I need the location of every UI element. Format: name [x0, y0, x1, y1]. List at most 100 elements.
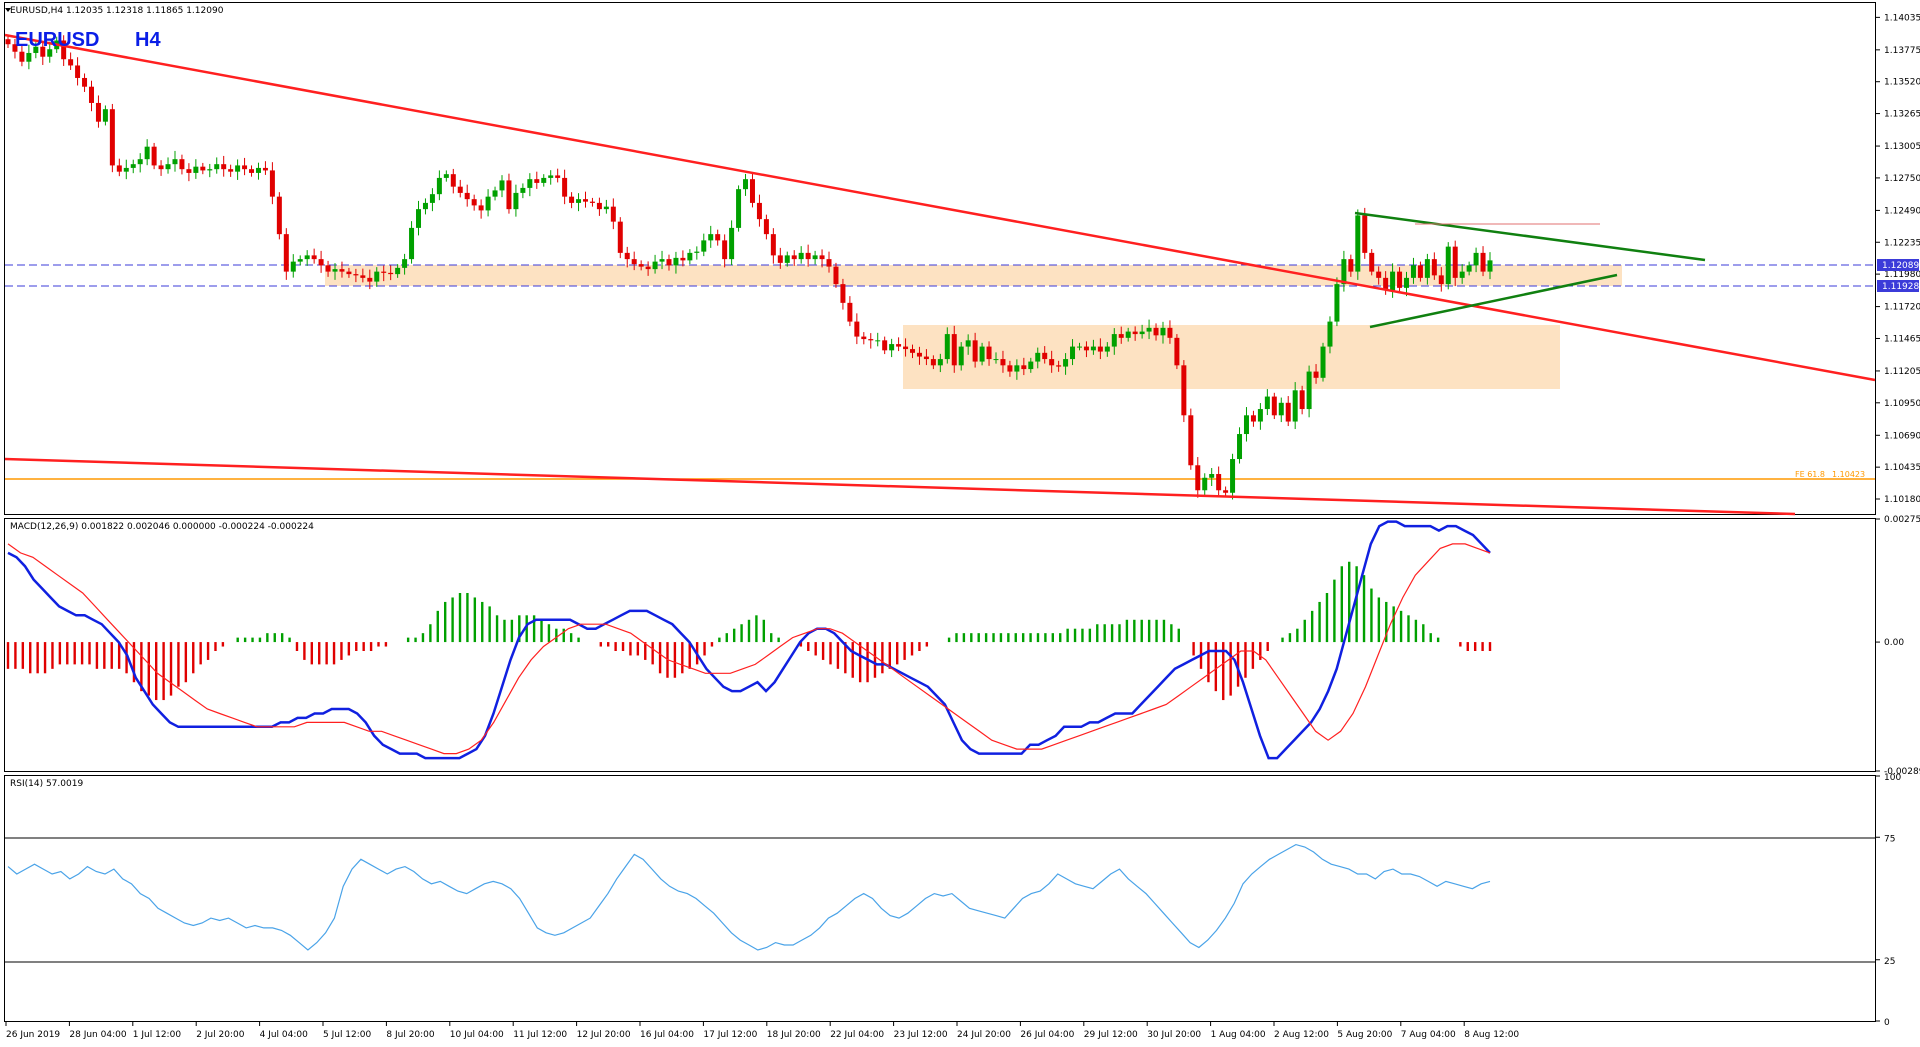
candle-body	[499, 180, 505, 191]
candle-body	[1049, 359, 1055, 366]
candle-body	[207, 169, 213, 171]
candle-body	[861, 336, 867, 340]
candle-body	[882, 340, 888, 351]
candle-body	[402, 259, 408, 268]
rsi-tick-label: 0	[1884, 1018, 1890, 1028]
candle-body	[1431, 259, 1437, 276]
time-tick-label: 4 Jul 04:00	[260, 1030, 309, 1040]
rsi-axis: 100 75 25 0	[1875, 773, 1901, 1028]
candle-body	[221, 164, 227, 170]
candle-body	[1390, 271, 1396, 291]
candle-body	[1313, 371, 1319, 378]
candle-body	[471, 199, 477, 206]
candle-body	[1404, 277, 1410, 288]
candle-body	[374, 271, 380, 282]
candle-body	[95, 102, 101, 122]
candle-body	[896, 344, 902, 347]
macd-panel-frame	[4, 518, 1876, 772]
candle-body	[798, 252, 804, 260]
rsi-header: RSI(14) 57.0019	[10, 779, 83, 789]
macd-line	[7, 520, 1491, 760]
candle-body	[1397, 271, 1403, 288]
candle-body	[791, 255, 797, 260]
channel-upper-line	[1354, 211, 1706, 262]
candle-body	[1376, 271, 1382, 278]
candle-body	[214, 164, 220, 170]
time-tick-label: 12 Jul 20:00	[577, 1030, 631, 1040]
candle-body	[910, 349, 916, 353]
price-tick-label: 1.13265	[1884, 110, 1920, 120]
candle-body	[1320, 346, 1326, 378]
candle-body	[1223, 490, 1229, 493]
candle-body	[736, 189, 742, 228]
candle-body	[520, 187, 526, 193]
candle-body	[12, 44, 18, 52]
candle-body	[1111, 334, 1117, 347]
candle-body	[1250, 415, 1256, 422]
candle-body	[1118, 334, 1124, 338]
price-tick-label: 1.10180	[1884, 495, 1920, 505]
candle-body	[534, 179, 540, 183]
candle-body	[1076, 346, 1082, 348]
time-tick-label: 1 Aug 04:00	[1211, 1030, 1266, 1040]
candle-body	[381, 271, 387, 273]
time-tick-label: 26 Jul 04:00	[1020, 1030, 1074, 1040]
price-tick-label: 1.10950	[1884, 399, 1920, 409]
candle-body	[589, 201, 595, 203]
time-tick-label: 10 Jul 04:00	[450, 1030, 504, 1040]
candle-body	[1362, 215, 1368, 253]
candle-body	[1264, 396, 1270, 410]
candle-body	[346, 271, 352, 275]
candle-body	[1285, 402, 1291, 422]
time-tick-label: 2 Aug 12:00	[1274, 1030, 1329, 1040]
candle-body	[485, 196, 491, 211]
candle-body	[1341, 259, 1347, 285]
candle-body	[930, 359, 936, 366]
candle-body	[1243, 415, 1249, 435]
candle-body	[311, 255, 317, 260]
candle-body	[743, 179, 749, 190]
rsi-tick-label: 25	[1884, 957, 1895, 967]
candle-body	[151, 146, 157, 166]
candle-body	[1000, 359, 1006, 366]
candle-body	[262, 167, 268, 171]
price-tick-label: 1.10690	[1884, 431, 1920, 441]
candle-body	[422, 202, 428, 210]
candle-body	[1007, 365, 1013, 372]
candle-body	[1202, 477, 1208, 491]
candle-body	[715, 234, 721, 241]
candle-body	[548, 175, 554, 178]
candle-body	[965, 340, 971, 347]
candle-body	[1139, 331, 1145, 335]
rsi-line	[7, 843, 1491, 951]
time-tick-label: 16 Jul 04:00	[640, 1030, 694, 1040]
chevron-down-icon[interactable]	[5, 8, 11, 12]
candle-body	[631, 259, 637, 265]
candle-body	[729, 227, 735, 260]
time-tick-label: 22 Jul 04:00	[830, 1030, 884, 1040]
candle-body	[937, 359, 943, 366]
candle-body	[158, 165, 164, 170]
macd-axis: 0.002759 0.00 -0.00289	[1875, 515, 1920, 777]
candle-body	[26, 52, 32, 62]
time-tick-label: 24 Jul 20:00	[957, 1030, 1011, 1040]
candle-body	[388, 272, 394, 275]
candle-body	[1417, 265, 1423, 278]
candle-body	[596, 202, 602, 210]
candle-body	[179, 159, 185, 170]
candle-body	[109, 109, 115, 166]
candle-body	[1188, 415, 1194, 466]
candle-body	[562, 177, 568, 197]
candle-body	[19, 51, 25, 62]
candle-body	[826, 259, 832, 267]
price-tick-label: 1.12490	[1884, 206, 1920, 216]
candle-body	[541, 177, 547, 183]
candle-body	[555, 175, 561, 178]
signal-line	[7, 543, 1491, 755]
candle-body	[1160, 327, 1166, 336]
price-tick-label: 1.12750	[1884, 174, 1920, 184]
candle-body	[1355, 215, 1361, 272]
consolidation-zone	[903, 325, 1560, 389]
time-tick-label: 17 Jul 12:00	[703, 1030, 757, 1040]
